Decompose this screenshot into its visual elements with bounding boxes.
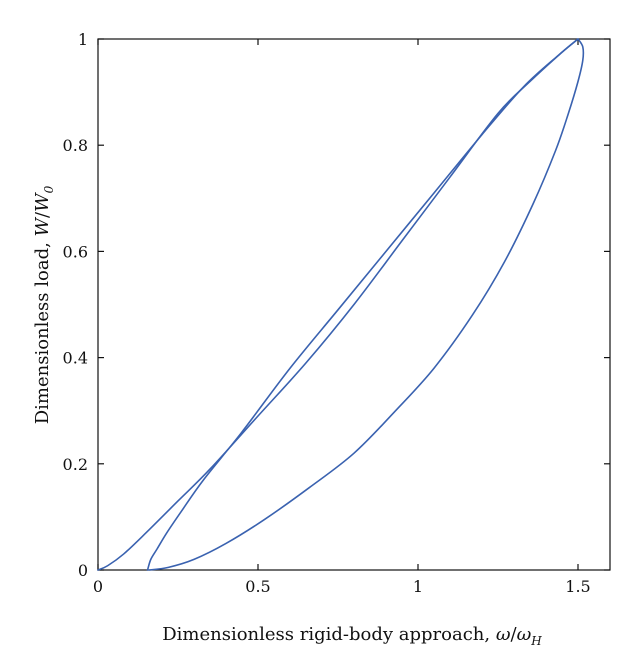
y-axis-title: Dimensionless load, W/W0	[32, 185, 56, 424]
tick-labels: 0 0.5 1 1.5 0 0.2 0.4 0.6 0.8 1	[63, 30, 591, 596]
x-tick-label: 1.5	[565, 577, 590, 596]
x-tick-label: 1	[413, 577, 423, 596]
x-axis-title: Dimensionless rigid-body approach, ω/ωH	[162, 624, 542, 648]
series-line-1	[97, 38, 579, 571]
plot-frame	[97, 38, 611, 571]
y-tick-label: 1	[78, 30, 88, 49]
y-tick-label: 0.8	[63, 136, 88, 155]
x-tick-label: 0.5	[245, 577, 270, 596]
y-tick-label: 0	[78, 561, 88, 580]
x-tick-label: 0	[93, 577, 103, 596]
series-line-3	[148, 38, 585, 571]
data-series	[97, 38, 585, 571]
y-tick-label: 0.4	[63, 349, 88, 368]
series-line-2	[146, 38, 579, 571]
tick-marks	[97, 38, 610, 571]
y-tick-label: 0.2	[63, 455, 88, 474]
y-tick-label: 0.6	[63, 242, 88, 261]
